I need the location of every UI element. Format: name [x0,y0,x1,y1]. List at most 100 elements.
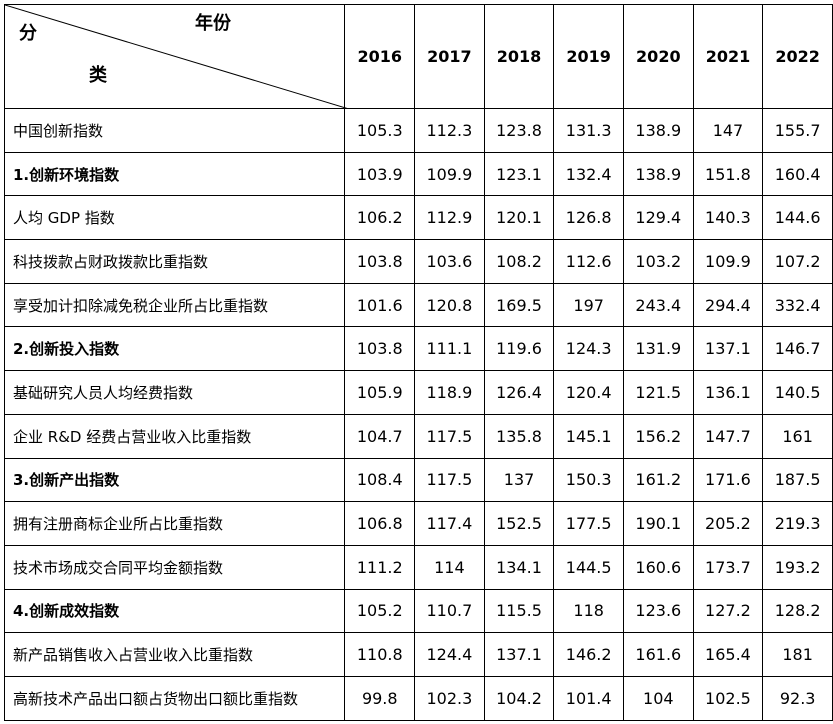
value-cell: 160.6 [623,544,694,590]
row-label: 高新技术产品出口额占货物出口额比重指数 [3,675,346,721]
value-cell: 146.2 [553,632,624,677]
row-label: 技术市场成交合同平均金额指数 [3,544,346,590]
value-cell: 117.5 [414,457,485,503]
row-label: 拥有注册商标企业所占比重指数 [3,501,346,546]
value-cell: 127.2 [692,588,764,634]
value-cell: 161 [762,413,833,459]
value-cell: 161.2 [623,457,694,503]
value-cell: 155.7 [762,108,833,153]
row-label: 人均 GDP 指数 [3,195,346,241]
year-header: 2017 [414,4,485,109]
value-cell: 112.6 [553,239,624,284]
value-cell: 120.1 [483,195,555,241]
value-cell: 219.3 [762,501,833,546]
table-row: 享受加计扣除减免税企业所占比重指数 101.6 120.8 169.5 197 243.4… [3,282,833,328]
value-cell: 193.2 [762,544,833,590]
value-cell: 115.5 [483,588,555,634]
value-cell: 123.8 [483,108,555,153]
value-cell: 138.9 [623,108,694,153]
value-cell: 190.1 [623,501,694,546]
value-cell: 144.5 [553,544,624,590]
value-cell: 160.4 [762,151,833,197]
year-header: 2019 [553,4,624,109]
diagonal-line [5,5,349,109]
value-cell: 118.9 [414,370,485,415]
value-cell: 118 [553,588,624,634]
value-cell: 110.7 [414,588,485,634]
value-cell: 140.3 [692,195,764,241]
value-cell: 101.4 [553,675,624,721]
value-cell: 109.9 [692,239,764,284]
value-cell: 120.8 [414,282,485,328]
diagonal [5,5,349,109]
row-label: 基础研究人员人均经费指数 [3,370,346,415]
table-row: 科技拨款占财政拨款比重指数 103.8 103.6 108.2 112.6 103.2 10… [3,239,833,284]
table-row: 基础研究人员人均经费指数 105.9 118.9 126.4 120.4 121.5 136… [3,370,833,415]
value-cell: 103.9 [344,151,416,197]
value-cell: 137.1 [692,326,764,372]
row-label: 1.创新环境指数 [3,151,346,197]
row-label: 新产品销售收入占营业收入比重指数 [3,632,346,677]
value-cell: 146.7 [762,326,833,372]
value-cell: 126.4 [483,370,555,415]
value-cell: 108.2 [483,239,555,284]
value-cell: 128.2 [762,588,833,634]
value-cell: 111.1 [414,326,485,372]
value-cell: 173.7 [692,544,764,590]
row-label: 享受加计扣除减免税企业所占比重指数 [3,282,346,328]
value-cell: 109.9 [414,151,485,197]
corner-bottom: 类 [89,65,107,86]
value-cell: 121.5 [623,370,694,415]
value-cell: 108.4 [344,457,416,503]
value-cell: 131.3 [553,108,624,153]
value-cell: 135.8 [483,413,555,459]
value-cell: 103.8 [344,239,416,284]
value-cell: 106.2 [344,195,416,241]
value-cell: 152.5 [483,501,555,546]
value-cell: 151.8 [692,151,764,197]
value-cell: 92.3 [762,675,833,721]
value-cell: 110.8 [344,632,416,677]
value-cell: 119.6 [483,326,555,372]
value-cell: 103.6 [414,239,485,284]
value-cell: 147 [692,108,764,153]
value-cell: 137.1 [483,632,555,677]
value-cell: 243.4 [623,282,694,328]
table-row: 4.创新成效指数 105.2 110.7 115.5 118 123.6 127.2 128.… [3,588,833,634]
value-cell: 147.7 [692,413,764,459]
table-row: 新产品销售收入占营业收入比重指数 110.8 124.4 137.1 146.2 161.… [3,632,833,677]
value-cell: 104.2 [483,675,555,721]
value-cell: 197 [553,282,624,328]
value-cell: 102.3 [414,675,485,721]
value-cell: 105.9 [344,370,416,415]
value-cell: 169.5 [483,282,555,328]
value-cell: 156.2 [623,413,694,459]
year-header: 2022 [762,4,833,109]
value-cell: 161.6 [623,632,694,677]
table-row: 1.创新环境指数 103.9 109.9 123.1 132.4 138.9 151.8 16… [3,151,833,197]
value-cell: 136.1 [692,370,764,415]
row-label: 科技拨款占财政拨款比重指数 [3,239,346,284]
header-row: 年份 分 类 2016 2017 2018 2019 2020 2021 2022 [3,4,833,109]
corner-top: 年份 [195,13,231,34]
value-cell: 123.1 [483,151,555,197]
value-cell: 104.7 [344,413,416,459]
year-header: 2021 [692,4,764,109]
value-cell: 105.3 [344,108,416,153]
value-cell: 106.8 [344,501,416,546]
value-cell: 294.4 [692,282,764,328]
value-cell: 124.4 [414,632,485,677]
value-cell: 134.1 [483,544,555,590]
value-cell: 187.5 [762,457,833,503]
value-cell: 103.2 [623,239,694,284]
value-cell: 102.5 [692,675,764,721]
value-cell: 103.8 [344,326,416,372]
year-header: 2020 [623,4,694,109]
value-cell: 145.1 [553,413,624,459]
value-cell: 101.6 [344,282,416,328]
value-cell: 112.9 [414,195,485,241]
corner-left: 分 [19,23,37,44]
row-label: 4.创新成效指数 [3,588,346,634]
value-cell: 117.5 [414,413,485,459]
